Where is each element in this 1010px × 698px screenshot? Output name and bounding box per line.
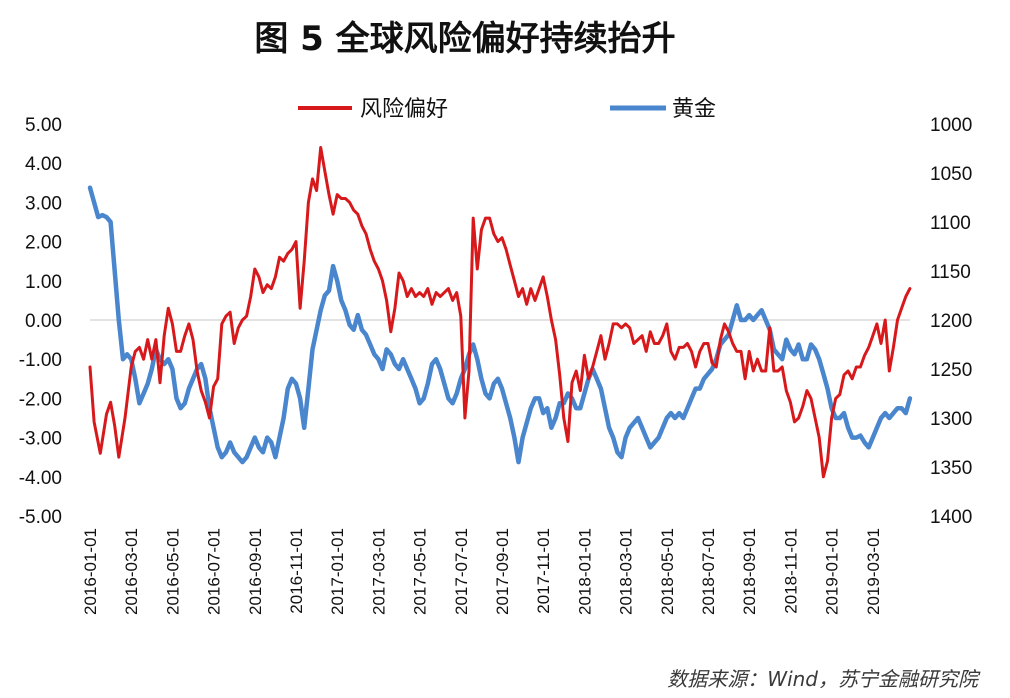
legend-label-gold: 黄金 [672,97,716,122]
y-right-tick-label: 1050 [930,164,972,185]
x-tick-label: 2017-07-01 [452,528,471,615]
y-right-tick-label: 1350 [930,458,972,479]
x-tick-label: 2019-01-01 [823,528,842,615]
source-note: 数据来源：Wind，苏宁金融研究院 [667,667,981,691]
x-tick-label: 2018-05-01 [658,528,677,615]
y-left-tick-label: 3.00 [25,193,62,214]
x-tick-label: 2016-05-01 [163,528,182,615]
y-right-tick-label: 1300 [930,409,972,430]
x-tick-label: 2017-01-01 [328,528,347,615]
x-tick-label: 2017-03-01 [369,528,388,615]
plot-area [87,146,913,479]
y-left-tick-label: 1.00 [25,272,62,293]
y-left-tick-label: -3.00 [19,429,62,450]
x-tick-label: 2016-09-01 [246,528,265,615]
y-axis-right: 1000 1050 1100 1150 1200 1250 1300 1350 1400 [930,115,972,528]
x-tick-label: 2016-01-01 [81,528,100,615]
y-left-tick-label: 4.00 [25,154,62,175]
y-axis-left: 5.00 4.00 3.00 2.00 1.00 0.00 -1.00 -2.00 -3.00 -… [19,115,62,528]
x-tick-label: 2018-09-01 [740,528,759,615]
legend: 风险偏好 黄金 [298,97,716,122]
y-right-tick-label: 1000 [930,115,972,136]
y-left-tick-label: -1.00 [19,350,62,371]
x-axis: 2016-01-01 2016-03-01 2016-05-01 2016-07-01… [81,528,883,615]
y-left-tick-label: -5.00 [19,507,62,528]
y-right-tick-label: 1400 [930,507,972,528]
x-tick-label: 2016-03-01 [122,528,141,615]
series-line-gold [87,185,913,465]
x-tick-label: 2016-07-01 [205,528,224,615]
y-left-tick-label: -4.00 [19,468,62,489]
x-tick-label: 2017-05-01 [411,528,430,615]
y-left-tick-label: 2.00 [25,233,62,254]
x-tick-label: 2018-01-01 [575,528,594,615]
x-tick-label: 2018-11-01 [781,528,800,614]
x-tick-label: 2017-11-01 [534,528,553,614]
x-tick-label: 2019-03-01 [864,528,883,615]
legend-label-risk: 风险偏好 [360,97,448,122]
y-left-tick-label: 0.00 [25,311,62,332]
y-right-tick-label: 1200 [930,311,972,332]
y-right-tick-label: 1250 [930,360,972,381]
y-left-tick-label: 5.00 [25,115,62,136]
y-right-tick-label: 1100 [930,213,971,234]
y-left-tick-label: -2.00 [19,389,62,410]
chart-title: 图 5 全球风险偏好持续抬升 [254,19,675,59]
x-tick-label: 2018-07-01 [699,528,718,615]
x-tick-label: 2016-11-01 [287,528,306,614]
y-right-tick-label: 1150 [930,262,971,283]
x-tick-label: 2018-03-01 [617,528,636,615]
x-tick-label: 2017-09-01 [493,528,512,615]
series-line-risk [88,146,912,479]
